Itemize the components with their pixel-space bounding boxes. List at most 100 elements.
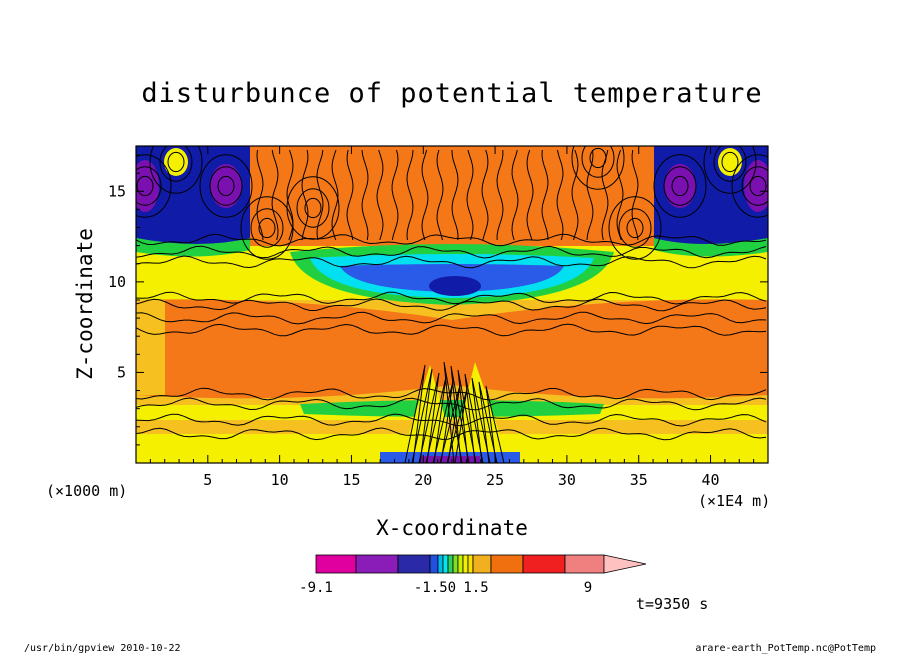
contour-line: [471, 377, 491, 463]
contour-line: [478, 381, 498, 463]
contour-line: [240, 196, 294, 260]
contour-line: [713, 146, 747, 182]
x-exponent-label: (×1E4 m): [698, 492, 770, 510]
x-tick-label-2: 15: [342, 471, 360, 489]
contour-line: [526, 149, 534, 241]
contour-line: [556, 149, 564, 241]
contour-line: [296, 188, 330, 228]
contour-line: [199, 154, 253, 218]
colorbar-label-max: 9: [584, 580, 592, 596]
contour-line: [411, 368, 433, 463]
contour-line: [671, 175, 689, 197]
contour-line: [209, 166, 243, 206]
contour-line: [376, 149, 384, 241]
contour-line: [485, 385, 505, 463]
contour-line: [136, 233, 767, 247]
colorbar-segment-1: [355, 554, 399, 574]
core-right-purple-1: [664, 164, 696, 208]
contour-line: [608, 196, 662, 260]
plume-left: [400, 365, 458, 463]
contour-line: [443, 361, 463, 463]
contour-line: [450, 365, 470, 463]
contour-line: [406, 149, 414, 241]
contour-line: [616, 149, 624, 241]
contour-line: [425, 376, 447, 463]
core-left-purple-2: [210, 164, 242, 208]
y-tick-label-1: 10: [108, 273, 126, 291]
contour-line: [436, 149, 444, 241]
colorbar-label-neg: -1.50: [414, 580, 456, 596]
contour-line: [421, 149, 429, 241]
x-tick-label-6: 35: [630, 471, 648, 489]
colorbar-segment-13: [522, 554, 566, 574]
x-tick-label-0: 5: [203, 471, 212, 489]
contour-line: [271, 149, 279, 241]
contour-line: [304, 197, 322, 219]
contour-line: [258, 217, 276, 239]
x-axis-label: X-coordinate: [376, 516, 528, 540]
colorbar-segment-9: [462, 554, 469, 574]
contour-line: [136, 255, 767, 269]
contour-line: [361, 149, 369, 241]
band-right-green: [654, 238, 768, 257]
time-label: t=9350 s: [636, 595, 708, 613]
contour-line: [749, 175, 767, 197]
contour-line: [346, 149, 354, 241]
colorbar-segment-12: [490, 554, 524, 574]
contour-line: [466, 149, 474, 241]
contour-line: [391, 149, 399, 241]
band-center-darkblue: [429, 276, 481, 296]
contour-line: [571, 149, 579, 241]
chart-title: disturbunce of potential temperature: [141, 78, 762, 109]
band-lower-orange: [136, 420, 768, 434]
colorbar-segment-14: [564, 554, 605, 574]
contour-line: [541, 149, 549, 241]
contour-line: [316, 149, 324, 241]
plot-area: [136, 146, 768, 463]
colorbar-segment-8: [457, 554, 464, 574]
contour-line: [589, 147, 607, 169]
colorbar-segment-10: [467, 554, 474, 574]
contour-line: [721, 151, 739, 173]
contour-line: [496, 149, 504, 240]
contour-line: [451, 149, 459, 241]
x-unit-label: (×1000 m): [46, 482, 127, 500]
colorbar-segment-6: [447, 554, 454, 574]
contour-line: [136, 245, 767, 259]
colorbar: [315, 554, 647, 574]
core-right-purple-2: [744, 160, 768, 212]
contour-line: [149, 146, 203, 194]
x-axis: 5 10 15 20 25 30 35 40: [149, 146, 755, 489]
contour-line: [631, 149, 639, 241]
contour-line: [136, 413, 767, 427]
contour-line: [418, 372, 440, 463]
contour-line: [250, 208, 284, 248]
contour-line: [136, 311, 767, 325]
contour-line: [136, 427, 767, 441]
contour-line: [217, 175, 235, 197]
contour-line: [136, 166, 162, 206]
colorbar-segment-3: [429, 554, 439, 574]
contour-line: [741, 166, 768, 206]
contour-line: [571, 146, 625, 190]
contour-line: [464, 373, 484, 463]
contour-line: [457, 369, 477, 463]
core-left-purple-1: [136, 160, 159, 212]
footer-left: /usr/bin/gpview 2010-10-22: [24, 643, 181, 654]
colorbar-segment-4: [437, 554, 444, 574]
contour-line: [663, 166, 697, 206]
colorbar-segment-5: [442, 554, 449, 574]
colorbar-segment-11: [472, 554, 492, 574]
contour-line: [618, 208, 652, 248]
y-axis: 5 10 15: [108, 154, 768, 446]
contour-line: [136, 323, 767, 337]
colorbar-extend-arrow: [603, 554, 647, 574]
contour-line: [626, 217, 644, 239]
band-top-orange: [250, 146, 654, 246]
y-tick-label-0: 5: [117, 363, 126, 381]
contour-line: [653, 154, 707, 218]
contour-line: [511, 149, 519, 241]
contour-line: [136, 175, 154, 197]
band-bottom-dark: [420, 456, 480, 463]
